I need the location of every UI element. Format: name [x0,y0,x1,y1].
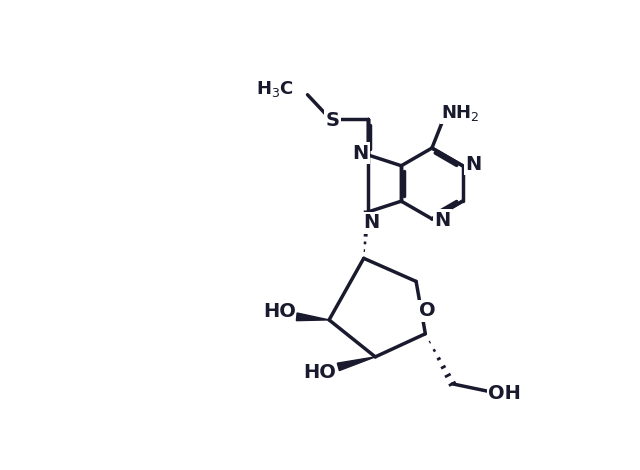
Text: O: O [419,301,435,320]
Polygon shape [337,357,375,370]
Text: H$_3$C: H$_3$C [256,78,294,99]
Text: HO: HO [264,302,296,321]
Text: OH: OH [488,384,521,403]
Text: N: N [364,213,380,232]
Text: HO: HO [303,363,336,382]
Text: S: S [325,111,339,130]
Text: NH$_2$: NH$_2$ [441,102,480,123]
Polygon shape [296,313,329,321]
Text: N: N [435,211,451,230]
Text: N: N [352,144,368,163]
Text: N: N [465,155,481,174]
